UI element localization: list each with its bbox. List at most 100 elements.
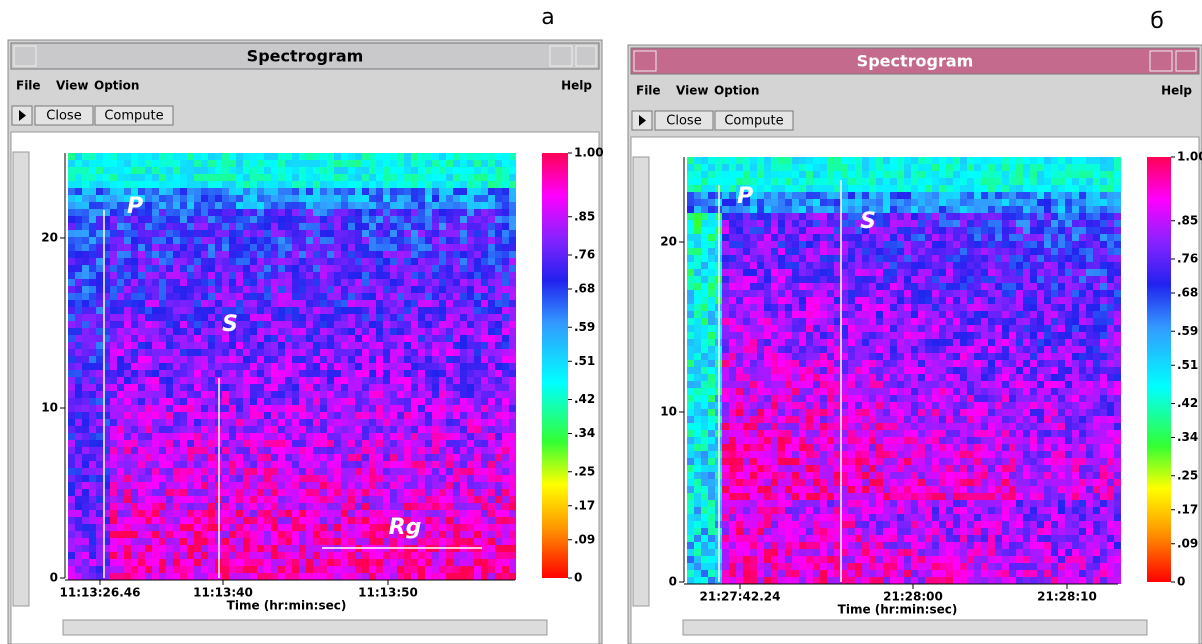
heatmap-cell	[362, 188, 369, 195]
heatmap-cell	[145, 216, 152, 223]
heatmap-cell	[96, 279, 103, 286]
heatmap-cell	[397, 370, 404, 377]
heatmap-cell	[481, 545, 488, 552]
heatmap-cell	[509, 384, 516, 391]
heatmap-cell	[96, 412, 103, 419]
maximize-button[interactable]	[576, 46, 596, 66]
heatmap-cell	[299, 461, 306, 468]
heatmap-cell	[82, 573, 89, 580]
heatmap-cell	[509, 531, 516, 538]
menu-item[interactable]: Option	[94, 79, 139, 93]
heatmap-cell	[1058, 185, 1065, 192]
heatmap-cell	[1100, 220, 1107, 227]
heatmap-cell	[180, 223, 187, 230]
heatmap-cell	[145, 363, 152, 370]
heatmap-cell	[953, 213, 960, 220]
menu-item[interactable]: View	[676, 84, 708, 98]
toolbar-button-label[interactable]: Compute	[724, 114, 783, 129]
heatmap-cell	[495, 356, 502, 363]
heatmap-cell	[1009, 248, 1016, 255]
heatmap-cell	[467, 398, 474, 405]
heatmap-cell	[208, 286, 215, 293]
heatmap-cell	[383, 328, 390, 335]
heatmap-cell	[743, 157, 750, 164]
heatmap-cell	[411, 489, 418, 496]
heatmap-cell	[1107, 234, 1114, 241]
heatmap-cell	[131, 174, 138, 181]
heatmap-cell	[439, 503, 446, 510]
heatmap-cell	[904, 171, 911, 178]
heatmap-cell	[152, 552, 159, 559]
menu-item[interactable]: View	[56, 79, 88, 93]
heatmap-cell	[166, 496, 173, 503]
heatmap-cell	[138, 545, 145, 552]
heatmap-cell	[481, 475, 488, 482]
horizontal-scrollbar[interactable]	[63, 620, 547, 635]
help-menu[interactable]: Help	[561, 79, 592, 93]
heatmap-cell	[348, 160, 355, 167]
heatmap-cell	[159, 153, 166, 160]
heatmap-cell	[418, 342, 425, 349]
heatmap-cell	[180, 307, 187, 314]
heatmap-cell	[96, 482, 103, 489]
heatmap-cell	[334, 468, 341, 475]
heatmap-cell	[187, 300, 194, 307]
heatmap-cell	[243, 398, 250, 405]
heatmap-cell	[967, 199, 974, 206]
heatmap-cell	[159, 412, 166, 419]
heatmap-cell	[131, 279, 138, 286]
heatmap-cell	[124, 181, 131, 188]
menu-item[interactable]: File	[16, 79, 41, 93]
heatmap-cell	[194, 552, 201, 559]
heatmap-cell	[383, 258, 390, 265]
heatmap-cell	[439, 160, 446, 167]
heatmap-cell	[208, 510, 215, 517]
menu-item[interactable]: File	[636, 84, 661, 98]
heatmap-cell	[96, 216, 103, 223]
maximize-button[interactable]	[1176, 51, 1196, 71]
heatmap-cell	[264, 545, 271, 552]
heatmap-cell	[201, 440, 208, 447]
horizontal-scrollbar[interactable]	[683, 620, 1147, 635]
heatmap-cell	[453, 335, 460, 342]
heatmap-cell	[495, 209, 502, 216]
heatmap-cell	[453, 447, 460, 454]
heatmap-cell	[876, 213, 883, 220]
heatmap-cell	[474, 244, 481, 251]
toolbar-button-label[interactable]: Close	[666, 114, 701, 129]
heatmap-cell	[834, 213, 841, 220]
heatmap-cell	[138, 244, 145, 251]
heatmap-cell	[446, 265, 453, 272]
heatmap-cell	[334, 503, 341, 510]
heatmap-cell	[376, 209, 383, 216]
heatmap-cell	[488, 167, 495, 174]
heatmap-cell	[117, 398, 124, 405]
heatmap-cell	[117, 160, 124, 167]
heatmap-cell	[68, 216, 75, 223]
heatmap-cell	[110, 531, 117, 538]
heatmap-cell	[89, 328, 96, 335]
heatmap-cell	[159, 223, 166, 230]
menu-item[interactable]: Option	[714, 84, 759, 98]
minimize-button[interactable]	[1150, 51, 1172, 71]
heatmap-cell	[257, 286, 264, 293]
heatmap-cell	[285, 356, 292, 363]
heatmap-cell	[250, 398, 257, 405]
heatmap-cell	[383, 251, 390, 258]
heatmap-cell	[1100, 241, 1107, 248]
heatmap-cell	[89, 244, 96, 251]
heatmap-cell	[390, 335, 397, 342]
heatmap-cell	[708, 269, 715, 276]
vertical-scrollbar[interactable]	[633, 157, 649, 606]
minimize-button[interactable]	[550, 46, 572, 66]
toolbar-button-label[interactable]: Compute	[104, 109, 163, 124]
heatmap-cell	[264, 279, 271, 286]
heatmap-cell	[432, 559, 439, 566]
toolbar-button-label[interactable]: Close	[46, 109, 81, 124]
heatmap-cell	[194, 258, 201, 265]
vertical-scrollbar[interactable]	[13, 152, 29, 606]
heatmap-cell	[278, 377, 285, 384]
heatmap-cell	[397, 230, 404, 237]
help-menu[interactable]: Help	[1161, 84, 1192, 98]
heatmap-cell	[320, 195, 327, 202]
